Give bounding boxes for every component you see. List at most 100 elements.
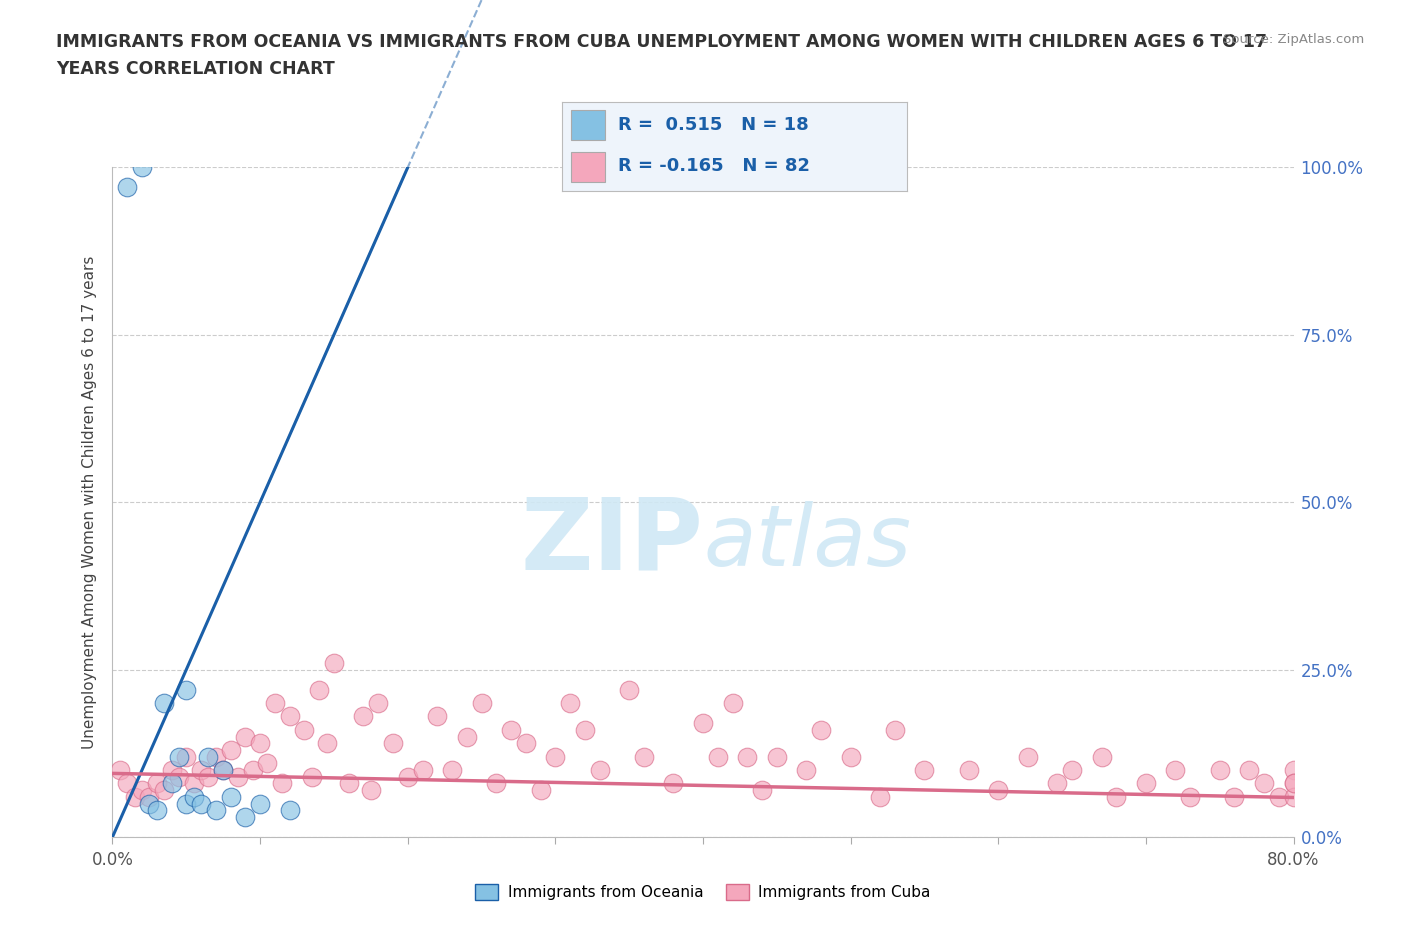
- Text: R = -0.165   N = 82: R = -0.165 N = 82: [617, 157, 810, 176]
- Text: R =  0.515   N = 18: R = 0.515 N = 18: [617, 116, 808, 134]
- Point: [124, 790, 146, 804]
- Point: [219, 742, 242, 757]
- Point: [352, 709, 374, 724]
- Point: [153, 783, 176, 798]
- Point: [190, 796, 212, 811]
- Point: [117, 180, 138, 195]
- Point: [619, 683, 641, 698]
- Point: [183, 776, 205, 790]
- Point: [692, 716, 714, 731]
- Point: [470, 696, 494, 711]
- Point: [205, 750, 228, 764]
- Point: [558, 696, 582, 711]
- Point: [515, 736, 537, 751]
- Point: [242, 763, 264, 777]
- Point: [1282, 790, 1305, 804]
- Point: [411, 763, 433, 777]
- Point: [1046, 776, 1069, 790]
- Text: YEARS CORRELATION CHART: YEARS CORRELATION CHART: [56, 60, 335, 78]
- Point: [264, 696, 287, 711]
- Point: [146, 803, 169, 817]
- Point: [167, 769, 190, 784]
- Point: [131, 160, 153, 175]
- Text: ZIP: ZIP: [520, 494, 703, 591]
- Point: [131, 783, 153, 798]
- Point: [167, 750, 190, 764]
- Point: [174, 683, 197, 698]
- Point: [212, 763, 235, 777]
- Point: [323, 656, 346, 671]
- Point: [138, 790, 160, 804]
- Point: [146, 776, 169, 790]
- Point: [1017, 750, 1039, 764]
- Point: [117, 776, 138, 790]
- Point: [315, 736, 337, 751]
- Point: [987, 783, 1010, 798]
- Point: [174, 750, 197, 764]
- Point: [884, 723, 907, 737]
- Point: [721, 696, 744, 711]
- Point: [226, 769, 249, 784]
- Point: [396, 769, 419, 784]
- Point: [205, 803, 228, 817]
- Point: [382, 736, 405, 751]
- Point: [160, 776, 183, 790]
- Point: [426, 709, 449, 724]
- Point: [1253, 776, 1275, 790]
- Point: [1105, 790, 1128, 804]
- Point: [337, 776, 360, 790]
- Point: [810, 723, 832, 737]
- Point: [839, 750, 862, 764]
- Point: [1178, 790, 1201, 804]
- Point: [869, 790, 891, 804]
- Point: [1208, 763, 1232, 777]
- Point: [441, 763, 464, 777]
- Point: [1239, 763, 1261, 777]
- Legend: Immigrants from Oceania, Immigrants from Cuba: Immigrants from Oceania, Immigrants from…: [470, 878, 936, 907]
- Point: [1282, 776, 1305, 790]
- Point: [914, 763, 936, 777]
- FancyBboxPatch shape: [571, 111, 606, 140]
- Point: [108, 763, 131, 777]
- Point: [529, 783, 551, 798]
- Point: [174, 796, 197, 811]
- Point: [737, 750, 759, 764]
- Point: [271, 776, 294, 790]
- Point: [138, 796, 160, 811]
- Y-axis label: Unemployment Among Women with Children Ages 6 to 17 years: Unemployment Among Women with Children A…: [82, 256, 97, 749]
- Point: [153, 696, 176, 711]
- Point: [219, 790, 242, 804]
- Point: [278, 803, 301, 817]
- Point: [1062, 763, 1084, 777]
- Point: [1268, 790, 1291, 804]
- Point: [367, 696, 389, 711]
- Point: [233, 729, 256, 744]
- Point: [1091, 750, 1114, 764]
- Point: [183, 790, 205, 804]
- Point: [766, 750, 789, 764]
- Point: [160, 763, 183, 777]
- Point: [249, 796, 271, 811]
- Point: [197, 750, 219, 764]
- Point: [456, 729, 478, 744]
- Point: [249, 736, 271, 751]
- Point: [360, 783, 382, 798]
- Point: [292, 723, 315, 737]
- Point: [574, 723, 596, 737]
- Point: [588, 763, 610, 777]
- Point: [662, 776, 685, 790]
- Point: [633, 750, 655, 764]
- Point: [190, 763, 212, 777]
- Point: [485, 776, 508, 790]
- Point: [256, 756, 278, 771]
- Point: [308, 683, 330, 698]
- FancyBboxPatch shape: [571, 152, 606, 182]
- Point: [1135, 776, 1157, 790]
- Point: [544, 750, 567, 764]
- Point: [233, 809, 256, 824]
- Text: atlas: atlas: [703, 501, 911, 584]
- Point: [1223, 790, 1246, 804]
- Point: [796, 763, 818, 777]
- Point: [1282, 763, 1305, 777]
- Point: [957, 763, 980, 777]
